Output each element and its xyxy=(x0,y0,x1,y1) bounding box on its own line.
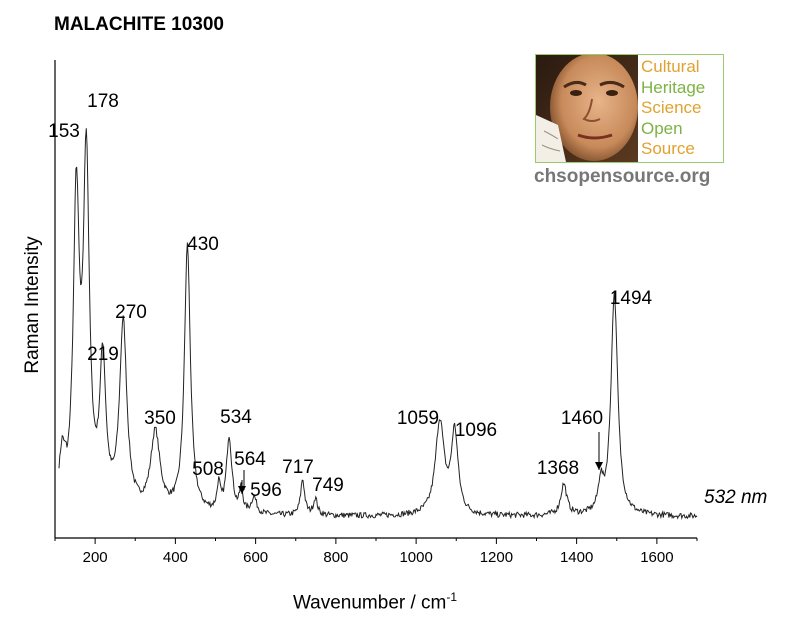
logo-line-open: Open xyxy=(641,118,683,138)
x-tick-label: 400 xyxy=(163,549,188,566)
peak-label-1368: 1368 xyxy=(537,458,579,479)
peak-label-1494: 1494 xyxy=(610,288,653,309)
peak-label-1096: 1096 xyxy=(455,420,497,441)
x-tick-label: 800 xyxy=(323,549,348,566)
peak-label-430: 430 xyxy=(187,234,219,255)
peak-label-219: 219 xyxy=(87,344,119,365)
x-axis-label: Wavenumber / cm-1 xyxy=(292,590,458,614)
x-tick-label: 600 xyxy=(243,549,268,566)
peak-label-153: 153 xyxy=(48,121,80,142)
x-tick-label: 1200 xyxy=(480,549,513,566)
spectrum-line xyxy=(58,128,698,520)
peak-label-508: 508 xyxy=(192,459,224,480)
x-tick-label: 1000 xyxy=(399,549,432,566)
peak-label-350: 350 xyxy=(144,408,176,429)
peak-label-1460: 1460 xyxy=(561,408,603,429)
x-tick-label: 1600 xyxy=(640,549,673,566)
arrow-1460-head xyxy=(595,462,603,470)
portrait-icon xyxy=(536,55,638,162)
peak-label-1059: 1059 xyxy=(397,408,439,429)
x-tick-label: 200 xyxy=(83,549,108,566)
peak-label-564: 564 xyxy=(234,449,266,470)
laser-wavelength-label: 532 nm xyxy=(704,487,768,508)
peak-label-178: 178 xyxy=(87,91,119,112)
peak-label-596: 596 xyxy=(250,480,282,501)
peak-label-534: 534 xyxy=(220,407,252,428)
y-axis-label: Raman Intensity xyxy=(22,236,43,374)
x-tick-label: 1400 xyxy=(560,549,593,566)
x-axis-ticks: 200 400 600 800 1000 1200 1400 1600 xyxy=(54,538,698,566)
logo-url: chsopensource.org xyxy=(534,166,711,187)
peak-label-717: 717 xyxy=(282,457,314,478)
chart-title: MALACHITE 10300 xyxy=(54,14,224,35)
logo-line-cultural: Cultural xyxy=(641,57,700,76)
logo-text: Cultural Heritage Science Open Source xyxy=(641,57,705,160)
peak-label-270: 270 xyxy=(115,302,147,323)
x-axis-label-superscript: -1 xyxy=(446,590,458,604)
chs-logo: Cultural Heritage Science Open Source xyxy=(535,54,724,163)
logo-line-source: Source xyxy=(641,139,695,159)
logo-line-science: Science xyxy=(641,98,702,118)
logo-line-heritage: Heritage xyxy=(641,77,706,97)
arrow-564-head xyxy=(238,486,246,494)
peak-label-749: 749 xyxy=(312,475,344,496)
